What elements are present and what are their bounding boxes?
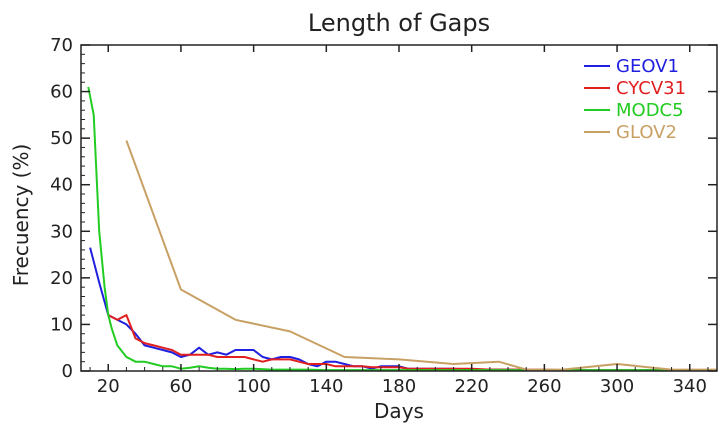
x-tick-label: 300 xyxy=(600,376,634,397)
x-tick-label: 140 xyxy=(309,376,343,397)
x-tick-label: 220 xyxy=(455,376,489,397)
axes: 20 60 100 140 180 220 260 300 340 0 10 20 30 40 50 60 70 xyxy=(50,35,717,397)
series-line-cycv31 xyxy=(107,314,717,372)
x-tick-label: 20 xyxy=(97,376,120,397)
legend-label-cycv31: CYCV31 xyxy=(616,78,686,99)
series-line-geov1 xyxy=(89,247,717,372)
x-tick-label: 180 xyxy=(382,376,416,397)
legend-label-geov1: GEOV1 xyxy=(616,56,679,77)
x-tick-label: 340 xyxy=(673,376,707,397)
y-tick-label: 50 xyxy=(50,128,73,149)
y-tick-label: 10 xyxy=(50,314,73,335)
y-tick-label: 40 xyxy=(50,175,73,196)
y-tick-label: 60 xyxy=(50,82,73,103)
y-tick-label: 30 xyxy=(50,221,73,242)
legend-label-glov2: GLOV2 xyxy=(616,122,677,143)
y-tick-label: 70 xyxy=(50,35,73,56)
legend-label-modc5: MODC5 xyxy=(616,100,684,121)
x-tick-label: 60 xyxy=(169,376,192,397)
x-axis-title: Days xyxy=(374,399,424,423)
y-axis-title: Frecuency (%) xyxy=(9,144,33,287)
series-line-glov2 xyxy=(125,140,717,371)
x-tick-label: 100 xyxy=(236,376,270,397)
y-tick-label: 20 xyxy=(50,268,73,289)
y-tick-label: 0 xyxy=(62,361,73,382)
x-tick-label: 260 xyxy=(527,376,561,397)
chart-title: Length of Gaps xyxy=(308,9,490,37)
